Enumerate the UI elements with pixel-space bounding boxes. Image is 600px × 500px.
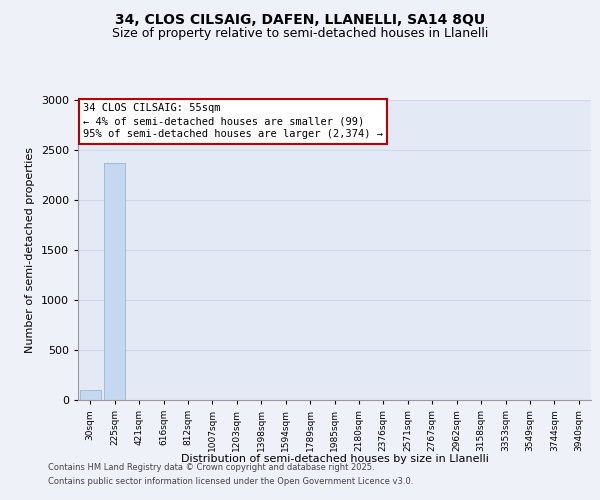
Bar: [104, 162, 125, 400]
Text: 34 CLOS CILSAIG: 55sqm
← 4% of semi-detached houses are smaller (99)
95% of semi: 34 CLOS CILSAIG: 55sqm ← 4% of semi-deta…: [83, 103, 383, 140]
Bar: [80, 390, 101, 400]
Text: Size of property relative to semi-detached houses in Llanelli: Size of property relative to semi-detach…: [112, 28, 488, 40]
Text: Contains HM Land Registry data © Crown copyright and database right 2025.: Contains HM Land Registry data © Crown c…: [48, 464, 374, 472]
Y-axis label: Number of semi-detached properties: Number of semi-detached properties: [25, 147, 35, 353]
Text: Contains public sector information licensed under the Open Government Licence v3: Contains public sector information licen…: [48, 477, 413, 486]
Text: 34, CLOS CILSAIG, DAFEN, LLANELLI, SA14 8QU: 34, CLOS CILSAIG, DAFEN, LLANELLI, SA14 …: [115, 12, 485, 26]
X-axis label: Distribution of semi-detached houses by size in Llanelli: Distribution of semi-detached houses by …: [181, 454, 488, 464]
